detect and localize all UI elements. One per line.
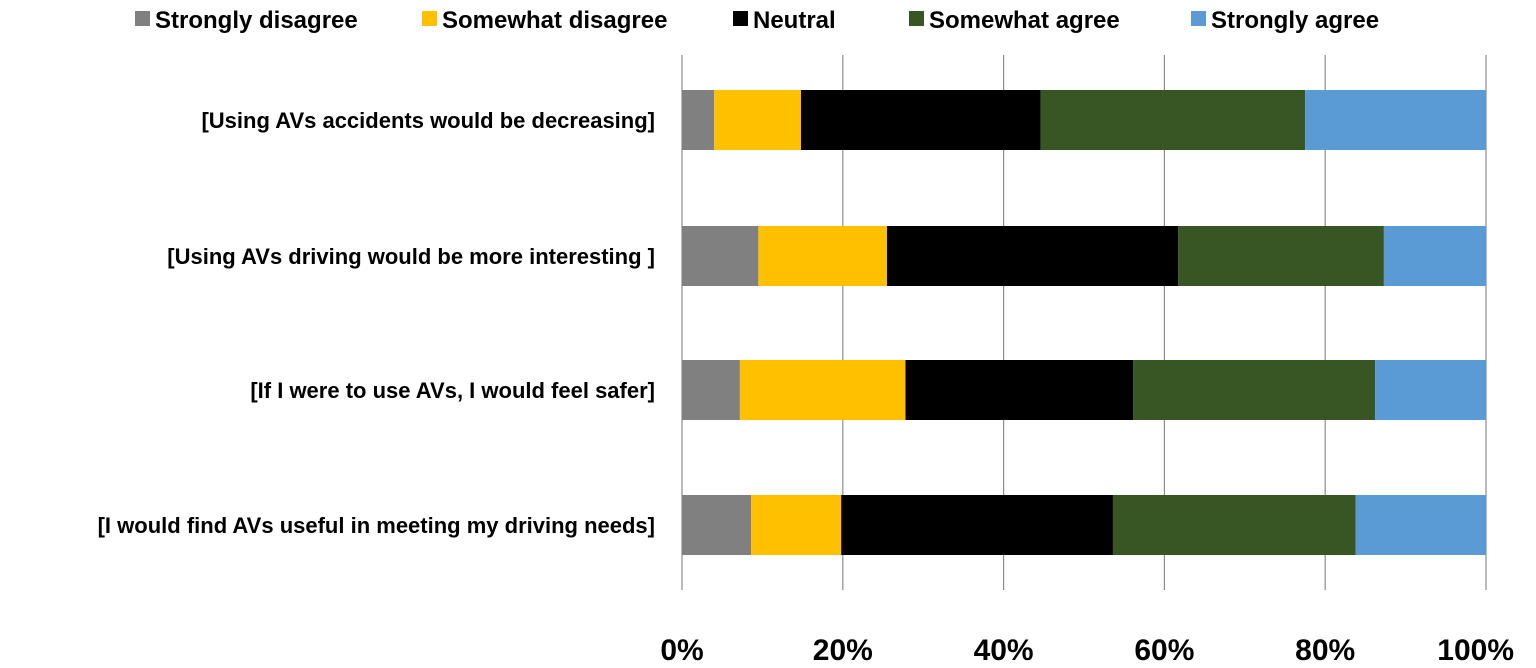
legend-item-somewhat-disagree: Somewhat disagree bbox=[422, 7, 667, 34]
bar-segment-strongly-disagree bbox=[682, 495, 752, 555]
bar-segment-strongly-agree bbox=[1383, 226, 1486, 286]
legend-swatch bbox=[909, 11, 924, 26]
bar-segment-strongly-agree bbox=[1355, 495, 1486, 555]
category-label: [I would find AVs useful in meeting my d… bbox=[98, 513, 655, 538]
legend-swatch bbox=[135, 11, 150, 26]
x-tick-label: 80% bbox=[1295, 634, 1355, 667]
category-labels: [Using AVs accidents would be decreasing… bbox=[98, 108, 655, 538]
bar-segment-neutral bbox=[800, 90, 1041, 150]
x-tick-label: 0% bbox=[660, 634, 703, 667]
legend-swatch bbox=[422, 11, 437, 26]
bar-segment-somewhat-disagree bbox=[758, 226, 888, 286]
x-tick-label: 60% bbox=[1134, 634, 1194, 667]
bar-segment-strongly-disagree bbox=[682, 360, 740, 420]
bar-segment-somewhat-agree bbox=[1178, 226, 1384, 286]
legend-label: Somewhat disagree bbox=[442, 7, 667, 34]
bar-row bbox=[682, 226, 1486, 286]
bar-segment-strongly-disagree bbox=[682, 226, 759, 286]
bar-segment-somewhat-disagree bbox=[751, 495, 842, 555]
bar-segment-somewhat-agree bbox=[1040, 90, 1306, 150]
x-tick-label: 100% bbox=[1437, 634, 1514, 667]
bar-segment-neutral bbox=[841, 495, 1113, 555]
legend-swatch bbox=[1191, 11, 1206, 26]
legend-item-strongly-disagree: Strongly disagree bbox=[135, 7, 358, 34]
legend-swatch bbox=[733, 11, 748, 26]
bar-row bbox=[682, 90, 1486, 150]
legend-label: Strongly disagree bbox=[155, 7, 358, 34]
bar-row bbox=[682, 495, 1486, 555]
bar-series bbox=[682, 90, 1486, 555]
bar-segment-strongly-agree bbox=[1375, 360, 1486, 420]
category-label: [If I were to use AVs, I would feel safe… bbox=[250, 378, 655, 403]
bar-segment-strongly-agree bbox=[1305, 90, 1486, 150]
legend-item-neutral: Neutral bbox=[733, 7, 836, 34]
bar-segment-somewhat-agree bbox=[1133, 360, 1376, 420]
bar-segment-somewhat-disagree bbox=[739, 360, 906, 420]
bar-segment-neutral bbox=[905, 360, 1134, 420]
legend-label: Neutral bbox=[753, 7, 836, 34]
category-label: [Using AVs accidents would be decreasing… bbox=[201, 108, 655, 133]
bar-segment-strongly-disagree bbox=[682, 90, 715, 150]
category-label: [Using AVs driving would be more interes… bbox=[167, 244, 655, 269]
bar-segment-somewhat-disagree bbox=[714, 90, 801, 150]
x-tick-label: 20% bbox=[813, 634, 873, 667]
legend-item-strongly-agree: Strongly agree bbox=[1191, 7, 1379, 34]
legend: Strongly disagree Somewhat disagree Neutra… bbox=[135, 7, 1379, 34]
bar-row bbox=[682, 360, 1486, 420]
legend-label: Strongly agree bbox=[1211, 7, 1379, 34]
legend-item-somewhat-agree: Somewhat agree bbox=[909, 7, 1120, 34]
bar-segment-neutral bbox=[887, 226, 1179, 286]
bar-segment-somewhat-agree bbox=[1112, 495, 1356, 555]
x-tick-label: 40% bbox=[974, 634, 1034, 667]
x-axis-tick-labels: 0% 20% 40% 60% 80% 100% bbox=[660, 634, 1514, 667]
legend-label: Somewhat agree bbox=[929, 7, 1120, 34]
